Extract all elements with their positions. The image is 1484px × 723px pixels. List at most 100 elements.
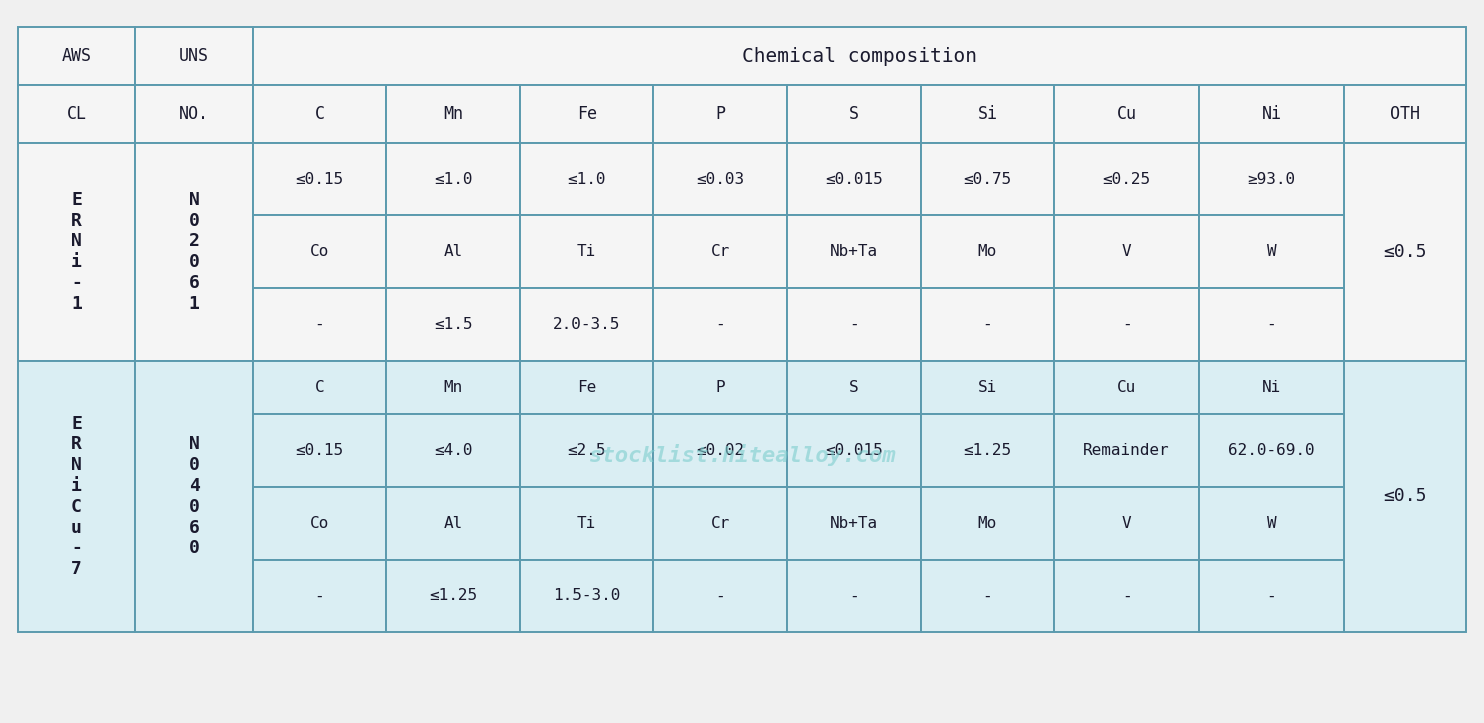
Text: Nb+Ta: Nb+Ta bbox=[830, 244, 879, 260]
Bar bbox=[1054, 215, 1199, 288]
Text: -: - bbox=[982, 317, 993, 332]
Text: W: W bbox=[1267, 515, 1276, 531]
Text: Cr: Cr bbox=[711, 244, 730, 260]
Bar bbox=[1054, 414, 1199, 487]
Text: -: - bbox=[849, 589, 859, 604]
Bar bbox=[386, 142, 519, 215]
Bar bbox=[653, 142, 787, 215]
Bar bbox=[1054, 560, 1199, 633]
Text: -: - bbox=[849, 317, 859, 332]
Bar bbox=[519, 85, 653, 142]
Text: 2.0-3.5: 2.0-3.5 bbox=[554, 317, 620, 332]
Bar bbox=[252, 288, 386, 361]
Text: Mn: Mn bbox=[444, 105, 463, 123]
Bar bbox=[18, 361, 135, 633]
Bar bbox=[252, 142, 386, 215]
Bar bbox=[920, 361, 1054, 414]
Text: stocklist.hitealloy.com: stocklist.hitealloy.com bbox=[588, 445, 896, 466]
Text: ≤0.75: ≤0.75 bbox=[963, 171, 1012, 187]
Text: V: V bbox=[1122, 515, 1131, 531]
Text: Al: Al bbox=[444, 244, 463, 260]
Bar bbox=[920, 487, 1054, 560]
Bar bbox=[1199, 361, 1345, 414]
Bar bbox=[135, 85, 252, 142]
Bar bbox=[787, 288, 920, 361]
Text: ≥93.0: ≥93.0 bbox=[1248, 171, 1296, 187]
Bar bbox=[519, 361, 653, 414]
Text: Ti: Ti bbox=[577, 515, 597, 531]
Bar bbox=[252, 215, 386, 288]
Bar bbox=[519, 560, 653, 633]
Bar bbox=[1199, 288, 1345, 361]
Text: N
0
4
0
6
0: N 0 4 0 6 0 bbox=[188, 435, 199, 557]
Text: -: - bbox=[982, 589, 993, 604]
Bar bbox=[1199, 487, 1345, 560]
Text: Ti: Ti bbox=[577, 244, 597, 260]
Text: -: - bbox=[1122, 589, 1131, 604]
Text: ≤1.25: ≤1.25 bbox=[963, 443, 1012, 458]
Text: -: - bbox=[1267, 589, 1276, 604]
Bar bbox=[1199, 560, 1345, 633]
Text: -: - bbox=[1122, 317, 1131, 332]
Bar bbox=[920, 560, 1054, 633]
Bar bbox=[787, 361, 920, 414]
Text: Cu: Cu bbox=[1117, 380, 1137, 395]
Text: ≤0.5: ≤0.5 bbox=[1383, 243, 1426, 261]
Bar bbox=[920, 142, 1054, 215]
Bar bbox=[920, 414, 1054, 487]
Text: S: S bbox=[849, 105, 859, 123]
Text: Co: Co bbox=[310, 244, 329, 260]
Text: ≤0.15: ≤0.15 bbox=[295, 443, 344, 458]
Text: P: P bbox=[715, 380, 726, 395]
Text: AWS: AWS bbox=[61, 47, 92, 65]
Text: -: - bbox=[715, 589, 726, 604]
Bar bbox=[135, 361, 252, 633]
Text: Fe: Fe bbox=[577, 380, 597, 395]
Text: ≤1.0: ≤1.0 bbox=[433, 171, 472, 187]
Text: -: - bbox=[315, 589, 325, 604]
Bar bbox=[1345, 142, 1466, 361]
Bar bbox=[252, 27, 1466, 85]
Text: ≤0.015: ≤0.015 bbox=[825, 443, 883, 458]
Bar bbox=[653, 361, 787, 414]
Text: ≤1.0: ≤1.0 bbox=[567, 171, 605, 187]
Text: ≤0.15: ≤0.15 bbox=[295, 171, 344, 187]
Bar bbox=[653, 215, 787, 288]
Text: -: - bbox=[715, 317, 726, 332]
Text: Cr: Cr bbox=[711, 515, 730, 531]
Text: -: - bbox=[315, 317, 325, 332]
Bar bbox=[18, 27, 135, 85]
Bar bbox=[787, 487, 920, 560]
Bar bbox=[920, 215, 1054, 288]
Bar bbox=[519, 487, 653, 560]
Text: E
R
N
i
C
u
-
7: E R N i C u - 7 bbox=[71, 415, 82, 578]
Bar bbox=[519, 142, 653, 215]
Text: W: W bbox=[1267, 244, 1276, 260]
Bar bbox=[1054, 142, 1199, 215]
Bar bbox=[18, 85, 135, 142]
Text: Mo: Mo bbox=[978, 515, 997, 531]
Text: -: - bbox=[1267, 317, 1276, 332]
Bar bbox=[252, 361, 386, 414]
Bar bbox=[1199, 414, 1345, 487]
Text: ≤0.02: ≤0.02 bbox=[696, 443, 745, 458]
Text: ≤1.25: ≤1.25 bbox=[429, 589, 478, 604]
Bar bbox=[252, 560, 386, 633]
Bar bbox=[787, 560, 920, 633]
Bar bbox=[18, 142, 135, 361]
Text: Nb+Ta: Nb+Ta bbox=[830, 515, 879, 531]
Bar bbox=[386, 560, 519, 633]
Text: Al: Al bbox=[444, 515, 463, 531]
Bar bbox=[1345, 85, 1466, 142]
Bar bbox=[653, 487, 787, 560]
Bar bbox=[135, 27, 252, 85]
Text: Ni: Ni bbox=[1261, 380, 1281, 395]
Bar bbox=[519, 215, 653, 288]
Bar bbox=[1054, 487, 1199, 560]
Text: UNS: UNS bbox=[180, 47, 209, 65]
Bar bbox=[252, 487, 386, 560]
Bar bbox=[386, 414, 519, 487]
Text: V: V bbox=[1122, 244, 1131, 260]
Bar bbox=[653, 85, 787, 142]
Bar bbox=[1054, 288, 1199, 361]
